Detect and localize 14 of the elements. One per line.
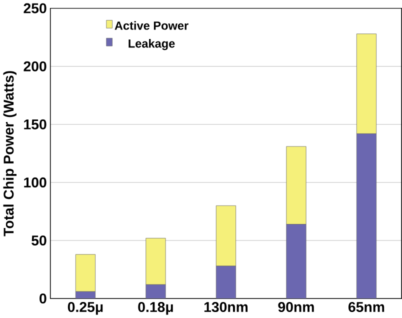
x-tick-label: 90nm (278, 302, 314, 312)
y-tick-label: 150 (24, 119, 46, 130)
y-tick-label: 200 (24, 61, 46, 72)
y-tick-label: 250 (24, 3, 46, 14)
x-tick-label: 0.18μ (138, 302, 173, 315)
y-axis-title: Total Chip Power (Watts) (3, 71, 16, 236)
legend-label: Leakage (128, 39, 175, 50)
x-tick-label: 0.25μ (68, 302, 103, 315)
y-tick-label: 0 (40, 293, 46, 304)
x-tick-label: 65nm (348, 302, 384, 312)
y-tick-label: 100 (24, 177, 46, 188)
legend-label: Active Power (114, 21, 188, 30)
x-tick-label: 130nm (204, 302, 248, 312)
y-tick-label: 50 (32, 235, 46, 246)
